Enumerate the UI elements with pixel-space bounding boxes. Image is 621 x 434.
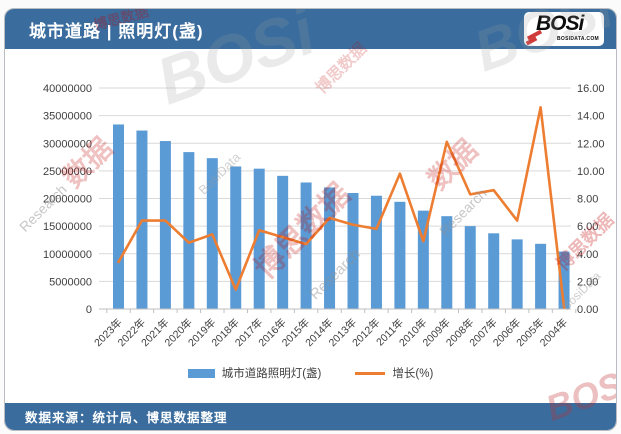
svg-text:5000000: 5000000 [49,276,92,288]
legend-item-bars: 城市道路照明灯(盏) [187,365,322,381]
chart-header: 城市道路 | 照明灯(盏) BOSi BOSIDATA.COM [5,9,616,49]
svg-text:4.00: 4.00 [577,249,598,261]
bar-line-chart: 0 5000000 10000000 15000000 20000000 25000000… [43,83,605,349]
svg-text:20000000: 20000000 [43,194,92,206]
legend-label: 增长(%) [392,368,434,380]
bar-series-swatch-icon [187,368,215,378]
chart-card: 城市道路 | 照明灯(盏) BOSi BOSIDATA.COM 0 5000000… [4,8,617,431]
svg-text:14.00: 14.00 [577,111,605,123]
svg-text:0: 0 [86,304,92,316]
svg-text:2.00: 2.00 [577,276,598,288]
chart-legend: 城市道路照明灯(盏) 增长(%) [5,365,616,381]
bosi-logo: BOSi BOSIDATA.COM [524,12,604,46]
svg-text:0.00: 0.00 [577,304,598,316]
chart-footer: 数据来源：统计局、博思数据整理 [5,403,616,430]
logo-text: BOSi [536,12,584,35]
legend-label: 城市道路照明灯(盏) [221,368,322,380]
legend-item-line: 增长(%) [355,365,433,381]
svg-text:8.00: 8.00 [577,194,598,206]
svg-text:12.00: 12.00 [577,138,605,150]
line-series-swatch-icon [355,371,386,375]
svg-text:25000000: 25000000 [43,166,92,178]
svg-text:16.00: 16.00 [577,83,605,95]
chart-title: 城市道路 | 照明灯(盏) [29,21,204,41]
chart-plot-area: 0 5000000 10000000 15000000 20000000 25000000… [5,49,616,361]
svg-text:10.00: 10.00 [577,166,605,178]
logo-subtext: BOSIDATA.COM [556,36,599,42]
svg-text:40000000: 40000000 [43,83,92,95]
svg-text:30000000: 30000000 [43,138,92,150]
svg-text:6.00: 6.00 [577,221,598,233]
svg-text:10000000: 10000000 [43,249,92,261]
svg-text:15000000: 15000000 [43,221,92,233]
svg-text:35000000: 35000000 [43,111,92,123]
data-source-text: 数据来源：统计局、博思数据整理 [25,411,228,425]
